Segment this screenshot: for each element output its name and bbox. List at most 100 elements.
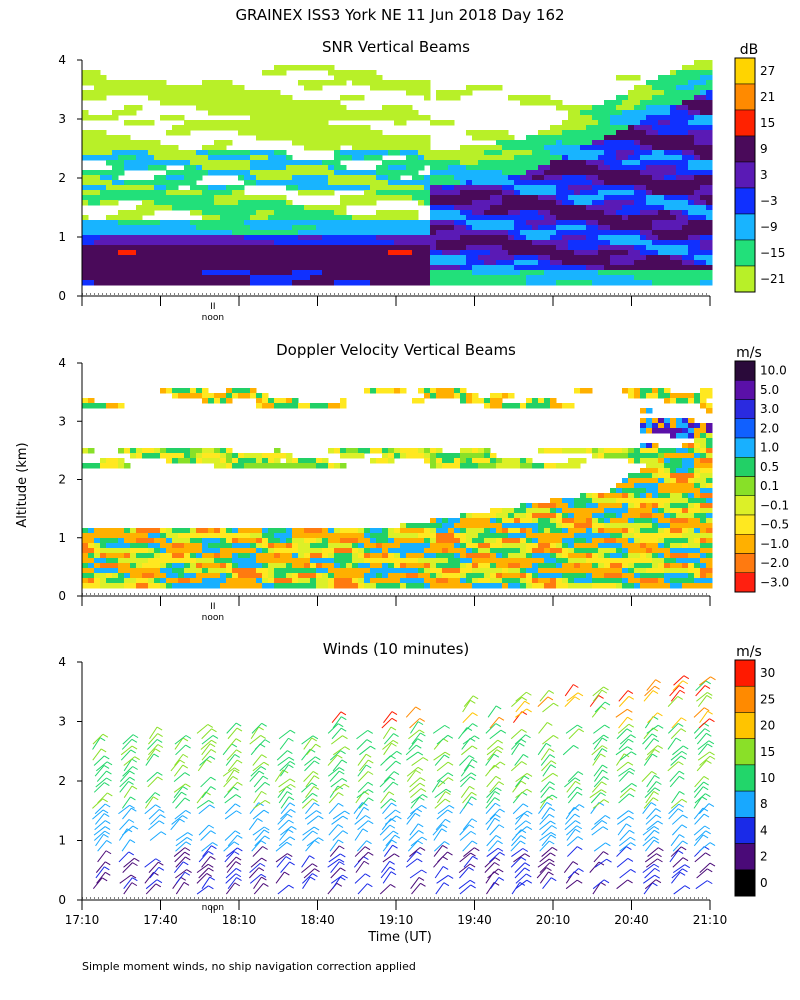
heatmap-cell: [538, 270, 545, 276]
heatmap-cell: [538, 100, 545, 106]
heatmap-cell: [94, 265, 101, 271]
heatmap-cell: [592, 180, 599, 186]
heatmap-cell: [160, 205, 167, 211]
heatmap-cell: [196, 393, 203, 399]
heatmap-cell: [352, 75, 359, 81]
heatmap-cell: [664, 200, 671, 206]
heatmap-cell: [274, 195, 281, 201]
heatmap-cell: [658, 265, 665, 271]
heatmap-cell: [208, 160, 215, 166]
heatmap-cell: [652, 260, 659, 266]
heatmap-cell: [400, 150, 407, 156]
heatmap-cell: [652, 190, 659, 196]
heatmap-cell: [658, 140, 665, 146]
heatmap-cell: [226, 80, 233, 86]
heatmap-cell: [604, 265, 611, 271]
heatmap-cell: [490, 215, 497, 221]
heatmap-cell: [574, 270, 581, 276]
heatmap-cell: [118, 80, 125, 86]
heatmap-cell: [616, 255, 623, 261]
heatmap-cell: [388, 573, 395, 579]
heatmap-cell: [628, 160, 635, 166]
heatmap-cell: [418, 573, 425, 579]
heatmap-cell: [442, 200, 449, 206]
heatmap-cell: [694, 95, 701, 101]
heatmap-cell: [112, 200, 119, 206]
heatmap-cell: [136, 150, 143, 156]
heatmap-cell: [376, 215, 383, 221]
heatmap-cell: [436, 185, 443, 191]
heatmap-cell: [166, 95, 173, 101]
heatmap-cell: [286, 250, 293, 256]
heatmap-cell: [682, 215, 689, 221]
heatmap-cell: [352, 563, 359, 569]
heatmap-cell: [136, 220, 143, 226]
heatmap-cell: [376, 255, 383, 261]
heatmap-cell: [82, 528, 89, 534]
heatmap-cell: [334, 170, 341, 176]
heatmap-cell: [388, 528, 395, 534]
heatmap-cell: [196, 95, 203, 101]
heatmap-cell: [496, 270, 503, 276]
heatmap-cell: [280, 200, 287, 206]
heatmap-cell: [634, 185, 641, 191]
heatmap-cell: [88, 553, 95, 559]
heatmap-cell: [568, 170, 575, 176]
heatmap-cell: [88, 260, 95, 266]
heatmap-cell: [526, 568, 533, 574]
heatmap-cell: [502, 463, 509, 469]
heatmap-cell: [640, 95, 647, 101]
heatmap-cell: [370, 458, 377, 464]
heatmap-cell: [322, 80, 329, 86]
heatmap-cell: [502, 533, 509, 539]
heatmap-cell: [388, 533, 395, 539]
heatmap-cell: [322, 130, 329, 136]
heatmap-cell: [706, 225, 713, 231]
heatmap-cell: [268, 250, 275, 256]
heatmap-cell: [442, 568, 449, 574]
heatmap-cell: [82, 140, 89, 146]
heatmap-cell: [430, 538, 437, 544]
heatmap-cell: [364, 583, 371, 589]
heatmap-cell: [136, 563, 143, 569]
heatmap-cell: [550, 523, 557, 529]
heatmap-cell: [460, 210, 467, 216]
heatmap-cell: [232, 393, 239, 399]
heatmap-cell: [310, 235, 317, 241]
heatmap-cell: [106, 115, 113, 121]
heatmap-cell: [364, 70, 371, 76]
heatmap-cell: [244, 260, 251, 266]
heatmap-cell: [94, 230, 101, 236]
heatmap-cell: [448, 235, 455, 241]
heatmap-cell: [340, 280, 347, 286]
heatmap-cell: [220, 533, 227, 539]
heatmap-cell: [292, 245, 299, 251]
heatmap-cell: [334, 80, 341, 86]
heatmap-cell: [664, 220, 671, 226]
heatmap-cell: [232, 245, 239, 251]
heatmap-cell: [376, 448, 383, 454]
heatmap-cell: [700, 220, 707, 226]
heatmap-cell: [232, 195, 239, 201]
heatmap-cell: [220, 170, 227, 176]
heatmap-cell: [418, 255, 425, 261]
heatmap-cell: [418, 398, 425, 404]
heatmap-cell: [496, 508, 503, 514]
heatmap-cell: [556, 105, 563, 111]
heatmap-cell: [622, 220, 629, 226]
heatmap-cell: [706, 230, 713, 236]
heatmap-cell: [400, 265, 407, 271]
heatmap-cell: [472, 210, 479, 216]
heatmap-cell: [544, 513, 551, 519]
heatmap-cell: [664, 185, 671, 191]
heatmap-cell: [238, 130, 245, 136]
heatmap-cell: [382, 453, 389, 459]
heatmap-cell: [472, 538, 479, 544]
heatmap-cell: [382, 533, 389, 539]
heatmap-cell: [502, 518, 509, 524]
heatmap-cell: [688, 205, 695, 211]
heatmap-cell: [340, 75, 347, 81]
heatmap-cell: [706, 265, 713, 271]
heatmap-cell: [610, 130, 617, 136]
heatmap-cell: [202, 240, 209, 246]
